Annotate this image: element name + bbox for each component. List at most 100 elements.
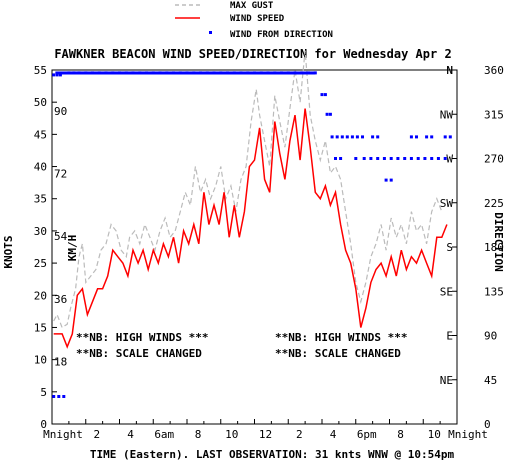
chart-title: FAWKNER BEACON WIND SPEED/DIRECTION for … (54, 47, 451, 61)
kmh-tick-label: 54 (54, 230, 68, 243)
note-left-2: **NB: SCALE CHANGED (76, 347, 202, 360)
direction-point (55, 73, 59, 77)
legend-gust-label: MAX GUST (230, 1, 274, 11)
direction-point (330, 135, 334, 139)
compass-label: W (446, 153, 453, 166)
direction-point (334, 157, 337, 160)
series-wind-speed-line (53, 108, 448, 349)
kmh-tick-label: 36 (54, 293, 67, 306)
direction-point (62, 395, 66, 398)
y-right-tick-label: 0 (484, 418, 491, 431)
y-right-tick-label: 360 (484, 64, 504, 77)
x-tick-label: 12 (259, 428, 272, 441)
x-tick-label: 4 (330, 428, 337, 441)
direction-point (403, 157, 407, 160)
x-tick-label: Mnight (43, 428, 83, 441)
y-right-tick-label: 315 (484, 108, 504, 121)
y-left-label: KNOTS (2, 235, 15, 268)
x-tick-label: 2 (296, 428, 303, 441)
direction-point (448, 135, 452, 139)
compass-label: SW (440, 197, 454, 210)
kmh-tick-label: 90 (54, 105, 67, 118)
x-tick-label: 8 (397, 428, 404, 441)
legend-direction-label: WIND FROM DIRECTION (230, 30, 333, 40)
direction-point (57, 395, 61, 398)
note-right-1: **NB: HIGH WINDS *** (275, 331, 407, 344)
y-left-tick-label: 45 (34, 128, 47, 141)
direction-point (52, 73, 56, 77)
x-tick-label: Mnight (448, 428, 488, 441)
y-right-tick-label: 45 (484, 374, 497, 387)
legend: MAX GUST WIND SPEED WIND FROM DIRECTION (175, 1, 333, 40)
y-left-tick-label: 10 (34, 354, 47, 367)
direction-point (362, 157, 366, 160)
direction-point (313, 71, 317, 75)
legend-speed-label: WIND SPEED (230, 14, 285, 24)
direction-point (371, 135, 375, 139)
series-max-gust-line (53, 50, 443, 329)
direction-point (328, 112, 332, 116)
direction-point (325, 112, 329, 116)
direction-point (58, 73, 62, 77)
y-left-tick-label: 25 (34, 257, 47, 270)
direction-point (345, 135, 349, 139)
note-right-2: **NB: SCALE CHANGED (275, 347, 401, 360)
y-left-tick-label: 20 (34, 289, 47, 302)
direction-point (52, 395, 56, 398)
direction-point (320, 93, 324, 97)
y-left-tick-label: 30 (34, 225, 47, 238)
y-right-tick-label: 90 (484, 330, 497, 343)
direction-point (425, 135, 429, 139)
compass-label-n: N (446, 64, 453, 77)
legend-direction-swatch (209, 31, 212, 34)
y-left-tick-label: 5 (40, 386, 47, 399)
y-left-tick-label: 15 (34, 321, 47, 334)
y-right-label: DIRECTION (492, 212, 505, 272)
direction-point (389, 178, 393, 182)
x-tick-label: 8 (195, 428, 202, 441)
direction-point (376, 135, 380, 139)
direction-point (369, 157, 373, 160)
direction-point (409, 135, 413, 139)
direction-point (430, 135, 434, 139)
direction-point (339, 157, 343, 160)
compass-label: SE (440, 285, 453, 298)
direction-point (323, 93, 327, 97)
direction-point (443, 157, 447, 160)
x-tick-label: 10 (428, 428, 441, 441)
x-tick-label: 6am (154, 428, 174, 441)
y-left-tick-label: 40 (34, 161, 47, 174)
y-right-tick-label: 180 (484, 241, 504, 254)
direction-point (384, 178, 388, 182)
direction-point (361, 135, 364, 139)
direction-point (340, 135, 344, 139)
y-right-tick-label: 135 (484, 285, 504, 298)
direction-point (430, 157, 434, 160)
compass-label: NW (440, 108, 454, 121)
x-axis-label: TIME (Eastern). LAST OBSERVATION: 31 knt… (90, 448, 455, 461)
plot-frame (51, 69, 458, 425)
y-left-inner-label: KM/H (66, 235, 79, 262)
direction-point (436, 157, 440, 160)
direction-point (350, 135, 354, 139)
direction-point (355, 135, 359, 139)
compass-label: N (446, 64, 453, 77)
compass-label: NE (440, 374, 453, 387)
direction-point (382, 157, 386, 160)
direction-point (423, 157, 427, 160)
compass-label: S (446, 241, 453, 254)
y-right-tick-label: 225 (484, 197, 504, 210)
x-tick-label: 6pm (357, 428, 377, 441)
y-left-tick-label: 0 (40, 418, 47, 431)
direction-point (443, 135, 447, 139)
direction-point (409, 157, 413, 160)
direction-point (335, 135, 339, 139)
direction-point (354, 157, 358, 160)
direction-point (376, 157, 380, 160)
plot-area: 0 5 10 15 20 25 30 35 40 45 50 55 18 36 54 72 90 0 45 NE 90 E… (34, 50, 504, 441)
y-left-tick-label: 55 (34, 64, 47, 77)
kmh-tick-label: 18 (54, 356, 67, 369)
kmh-tick-label: 72 (54, 168, 67, 181)
y-left-tick-label: 35 (34, 193, 47, 206)
